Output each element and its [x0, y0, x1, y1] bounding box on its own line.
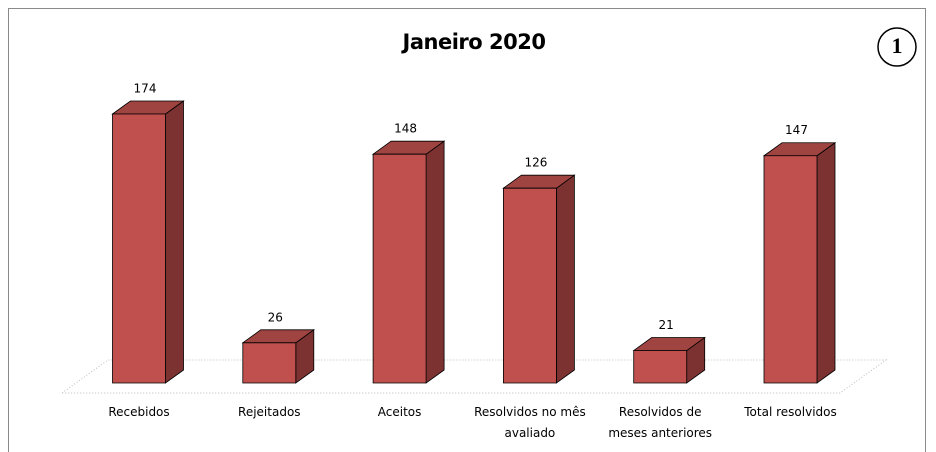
bar — [762, 141, 837, 384]
annotation-circle — [877, 27, 917, 67]
bar-front — [502, 187, 557, 384]
value-label: 26 — [268, 310, 283, 324]
value-label: 147 — [785, 123, 808, 137]
value-label: 126 — [524, 156, 547, 170]
bar — [632, 336, 706, 384]
x-tick-label: Recebidos — [108, 405, 170, 419]
bar-front — [633, 350, 688, 384]
x-tick-label: Resolvidos de meses anteriores — [608, 405, 713, 440]
bar-front — [242, 342, 297, 384]
x-tick-label: Total resolvidos — [744, 405, 837, 419]
bar-side — [425, 140, 445, 384]
bar — [111, 100, 185, 384]
value-label: 21 — [659, 318, 674, 332]
bar-side — [556, 174, 575, 384]
x-tick-label: Aceitos — [377, 405, 422, 419]
bar — [241, 329, 316, 384]
bar-front — [112, 113, 166, 384]
x-tick-label: Rejeitados — [238, 405, 301, 419]
value-label: 174 — [134, 82, 157, 96]
bar — [371, 140, 446, 384]
chart-title: Janeiro 2020 — [401, 30, 546, 54]
floor — [60, 359, 888, 394]
bar-side — [165, 100, 184, 384]
value-label: 148 — [394, 122, 417, 136]
bar-front — [372, 153, 427, 384]
bar-side — [816, 141, 836, 384]
x-tick-label: Resolvidos no mês avaliado — [474, 405, 586, 440]
bar-front — [763, 155, 818, 384]
bar — [502, 174, 576, 384]
annotation: 1 — [892, 33, 903, 58]
